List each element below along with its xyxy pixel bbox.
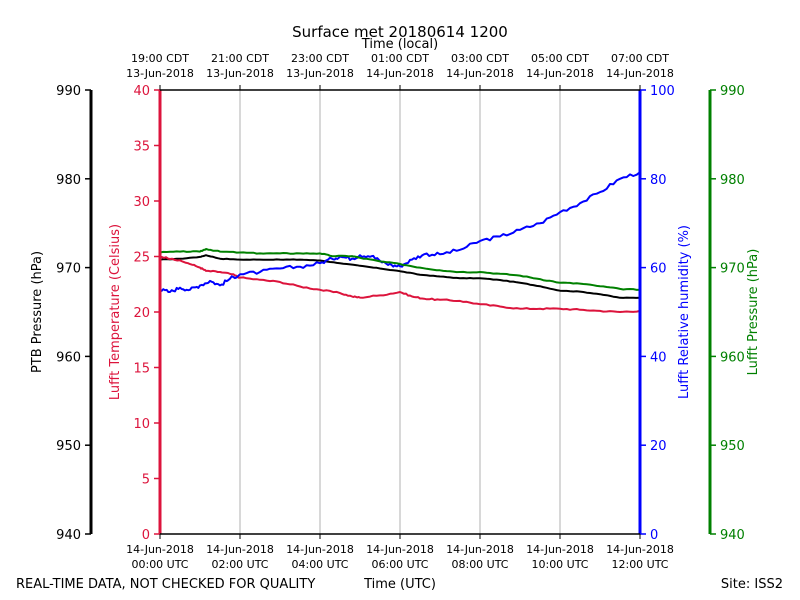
tick-label-temp: 20: [133, 306, 150, 321]
series-lp: [159, 248, 641, 291]
tick-label-rh: 100: [650, 84, 675, 99]
tick-label-rh: 60: [650, 262, 667, 277]
tick-label-ptb: 940: [56, 528, 81, 543]
axis-label-temp: Lufft Temperature (Celsius): [108, 224, 123, 400]
tick-label-lp: 960: [720, 350, 745, 365]
tick-label-ptb: 990: [56, 84, 81, 99]
series-layer: [159, 171, 641, 313]
x-tick-utc-time: 04:00 UTC: [291, 558, 348, 571]
tick-label-ptb: 970: [56, 262, 81, 277]
x-tick-local-date: 13-Jun-2018: [206, 67, 274, 80]
axis-label-lp: Lufft Pressure (hPa): [746, 249, 761, 376]
tick-label-temp: 30: [133, 195, 150, 210]
tick-label-lp: 940: [720, 528, 745, 543]
x-tick-utc-time: 08:00 UTC: [451, 558, 508, 571]
tick-label-temp: 35: [133, 140, 150, 155]
tick-label-ptb: 960: [56, 350, 81, 365]
site-label: Site: ISS2: [721, 577, 783, 592]
x-tick-utc-date: 14-Jun-2018: [446, 543, 514, 556]
x-tick-local-time: 05:00 CDT: [531, 52, 589, 65]
x-tick-utc-date: 14-Jun-2018: [606, 543, 674, 556]
x-tick-local-date: 13-Jun-2018: [126, 67, 194, 80]
x-tick-local-date: 14-Jun-2018: [526, 67, 594, 80]
tick-label-temp: 25: [133, 251, 150, 266]
series-temp: [159, 255, 641, 313]
tick-label-lp: 950: [720, 439, 745, 454]
x-tick-local-time: 19:00 CDT: [131, 52, 189, 65]
x-tick-utc-date: 14-Jun-2018: [206, 543, 274, 556]
series-ptb: [159, 254, 641, 299]
chart-title: Surface met 20180614 1200: [292, 23, 508, 41]
tick-label-temp: 40: [133, 84, 150, 99]
vertical-gridlines: [239, 90, 561, 534]
x-tick-utc-time: 10:00 UTC: [531, 558, 588, 571]
quality-note: REAL-TIME DATA, NOT CHECKED FOR QUALITY: [16, 577, 315, 592]
x-tick-local-time: 01:00 CDT: [371, 52, 429, 65]
x-tick-local-time: 23:00 CDT: [291, 52, 349, 65]
x-tick-utc-time: 02:00 UTC: [211, 558, 268, 571]
tick-label-rh: 0: [650, 528, 658, 543]
tick-label-lp: 990: [720, 84, 745, 99]
tick-label-temp: 15: [133, 362, 150, 377]
tick-label-lp: 980: [720, 173, 745, 188]
x-tick-utc-date: 14-Jun-2018: [526, 543, 594, 556]
tick-label-ptb: 980: [56, 173, 81, 188]
x-tick-local-date: 13-Jun-2018: [286, 67, 354, 80]
axes-layer: 940 950 960 970 980 990 PTB Pressure (hPa) 0 5 10…: [30, 84, 761, 543]
x-tick-local-date: 14-Jun-2018: [606, 67, 674, 80]
series-rh: [159, 171, 641, 293]
x-tick-local-time: 07:00 CDT: [611, 52, 669, 65]
x-tick-local-date: 14-Jun-2018: [366, 67, 434, 80]
x-tick-utc-time: 12:00 UTC: [611, 558, 668, 571]
axis-label-rh: Lufft Relative humidity (%): [677, 225, 692, 399]
axis-label-ptb: PTB Pressure (hPa): [30, 251, 45, 373]
tick-label-rh: 80: [650, 173, 667, 188]
tick-label-rh: 20: [650, 439, 667, 454]
x-tick-local-time: 21:00 CDT: [211, 52, 269, 65]
x-tick-local-date: 14-Jun-2018: [446, 67, 514, 80]
tick-label-rh: 40: [650, 350, 667, 365]
tick-label-temp: 0: [142, 528, 150, 543]
tick-label-lp: 970: [720, 262, 745, 277]
x-tick-utc-date: 14-Jun-2018: [366, 543, 434, 556]
tick-label-temp: 10: [133, 417, 150, 432]
top-axis-label: Time (local): [361, 37, 438, 52]
x-tick-utc-date: 14-Jun-2018: [126, 543, 194, 556]
x-tick-utc-date: 14-Jun-2018: [286, 543, 354, 556]
x-tick-local-time: 03:00 CDT: [451, 52, 509, 65]
x-tick-utc-time: 00:00 UTC: [131, 558, 188, 571]
bottom-axis-label: Time (UTC): [363, 577, 436, 592]
tick-label-ptb: 950: [56, 439, 81, 454]
x-tick-utc-time: 06:00 UTC: [371, 558, 428, 571]
tick-label-temp: 5: [142, 473, 150, 488]
x-ticks-layer: 14-Jun-2018 00:00 UTC 14-Jun-2018 02:00 UTC…: [126, 52, 674, 571]
